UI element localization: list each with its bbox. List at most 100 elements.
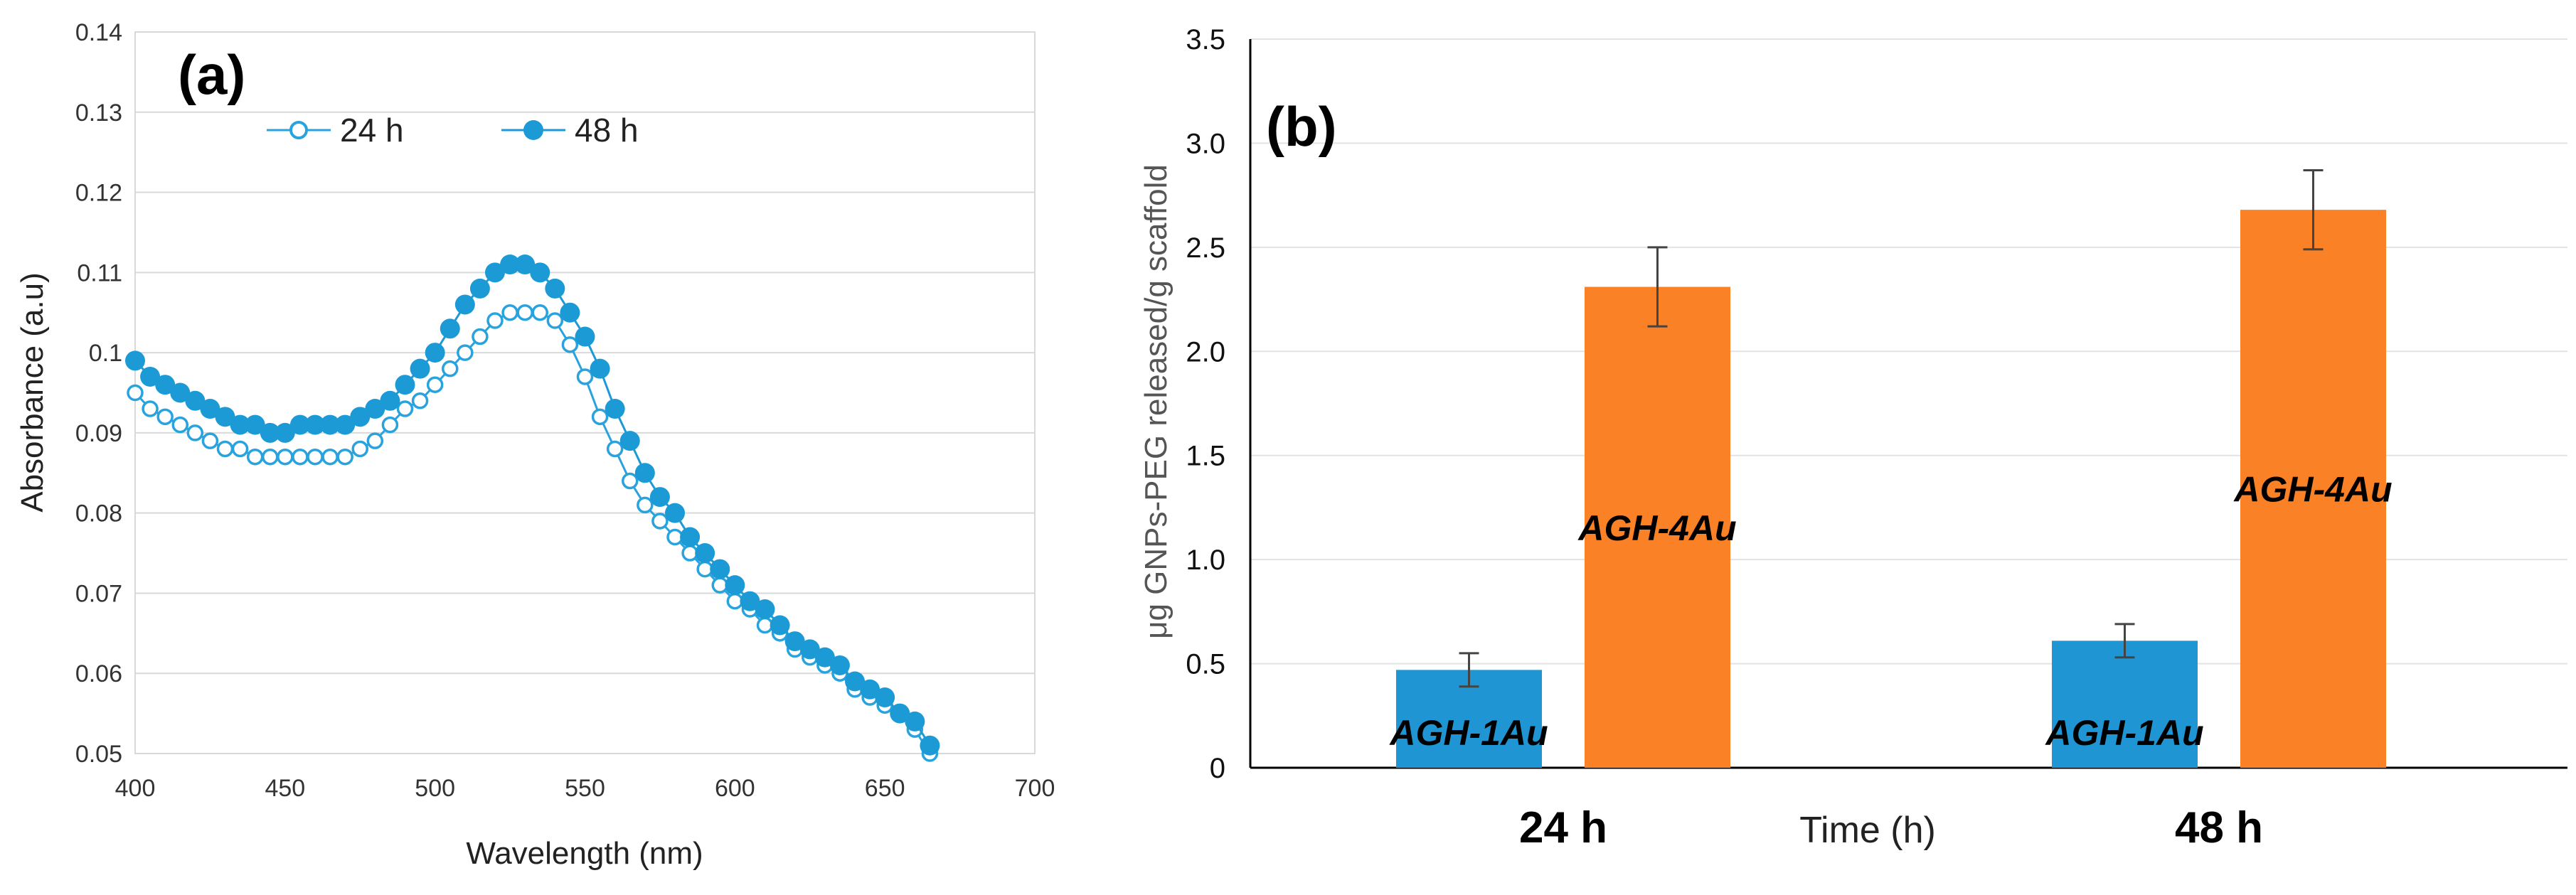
data-point <box>799 639 820 660</box>
bar-agh-1au <box>2052 641 2198 768</box>
data-point <box>275 422 295 443</box>
data-point <box>320 414 341 435</box>
data-point <box>425 343 445 363</box>
data-point <box>307 448 324 466</box>
bar-agh-4au <box>1585 286 1730 768</box>
data-point <box>262 448 279 466</box>
data-point <box>170 382 191 403</box>
b-y-tick-label: 0.5 <box>1186 649 1225 680</box>
data-point <box>649 487 670 508</box>
bar-agh-4au <box>2240 210 2386 768</box>
bar-label-agh-1au: AGH-1Au <box>2044 713 2203 753</box>
data-point <box>216 440 234 458</box>
data-point <box>186 424 204 441</box>
data-point <box>561 336 579 353</box>
b-panel-label: (b) <box>1266 95 1337 158</box>
a-x-tick-label: 450 <box>265 775 305 802</box>
data-point <box>710 559 730 579</box>
data-point <box>485 262 505 283</box>
data-point <box>591 408 609 426</box>
category-label-24-h: 24 h <box>1519 803 1607 852</box>
b-y-tick-label: 3.0 <box>1186 128 1225 159</box>
data-point <box>245 414 265 435</box>
data-point <box>546 312 564 329</box>
data-point <box>155 375 176 395</box>
bar-label-agh-4au: AGH-4Au <box>1577 508 1736 548</box>
bar-label-agh-1au: AGH-1Au <box>1388 713 1548 753</box>
data-point <box>440 318 460 339</box>
b-category-labels: 24 h 48 h <box>1519 803 2263 852</box>
a-y-tick-label: 0.09 <box>75 420 122 447</box>
data-point <box>350 407 371 427</box>
data-point <box>711 577 728 594</box>
data-point <box>486 312 504 329</box>
a-y-tick-labels: 0.05 0.06 0.07 0.08 0.09 0.1 0.11 0.12 0.13 0.14 <box>75 19 122 768</box>
data-point <box>365 399 385 419</box>
bar-group-agh-1au-48-h: AGH-1Au <box>2044 623 2204 768</box>
data-point <box>454 294 475 315</box>
data-point <box>845 671 865 692</box>
bar-label-agh-4au: AGH-4Au <box>2232 470 2392 510</box>
data-point <box>335 414 356 435</box>
data-point <box>500 254 521 275</box>
data-point <box>277 448 294 466</box>
data-point <box>292 448 309 466</box>
data-point <box>516 304 533 321</box>
a-y-tick-label: 0.13 <box>75 100 122 127</box>
data-point <box>230 414 250 435</box>
a-y-tick-label: 0.08 <box>75 500 122 527</box>
data-point <box>200 399 220 419</box>
b-y-tick-label: 3.5 <box>1186 24 1225 55</box>
data-point <box>201 432 219 449</box>
data-point <box>142 400 159 417</box>
legend-label-24h: 24 h <box>340 112 404 149</box>
data-point <box>531 304 548 321</box>
data-point <box>575 326 595 347</box>
data-point <box>784 631 805 652</box>
a-y-tick-label: 0.12 <box>75 180 122 207</box>
data-point <box>442 360 459 377</box>
b-y-tick-label: 0 <box>1210 753 1225 784</box>
data-point <box>457 344 474 361</box>
a-x-tick-labels: 400 450 500 550 600 650 700 <box>115 775 1055 802</box>
data-point <box>755 599 775 619</box>
bar-group-agh-4au-24-h: AGH-4Au <box>1577 246 1737 768</box>
data-point <box>156 408 174 426</box>
data-point <box>472 328 489 345</box>
data-point <box>725 575 745 596</box>
data-point <box>560 302 580 323</box>
data-point <box>890 703 910 724</box>
data-point <box>605 399 625 419</box>
b-y-tick-label: 2.0 <box>1186 336 1225 368</box>
data-point <box>590 358 610 379</box>
data-point <box>336 448 353 466</box>
data-point <box>651 513 669 530</box>
legend-label-48h: 48 h <box>575 112 639 149</box>
release-bar-chart: 00.51.01.52.02.53.03.5 AGH-1AuAGH-4AuAGH… <box>1139 24 2567 852</box>
data-point <box>501 304 518 321</box>
bar-group-agh-4au-48-h: AGH-4Au <box>2232 169 2393 768</box>
data-point <box>215 407 235 427</box>
a-y-tick-label: 0.06 <box>75 660 122 687</box>
data-point <box>171 416 188 434</box>
data-point <box>351 440 368 458</box>
data-point <box>756 616 774 634</box>
a-y-tick-label: 0.11 <box>77 259 122 286</box>
data-point <box>127 384 144 402</box>
data-point <box>576 368 594 385</box>
data-point <box>469 278 490 299</box>
data-point <box>411 392 429 409</box>
data-point <box>125 350 145 371</box>
a-y-tick-label: 0.1 <box>89 340 122 367</box>
data-point <box>681 545 698 562</box>
series-line-24-h <box>134 311 931 754</box>
b-y-tick-label: 2.5 <box>1186 232 1225 264</box>
b-bars-group: AGH-1Au AGH-4Au AGH-1Au AGH-4Au <box>1388 169 2393 768</box>
data-point <box>530 262 550 283</box>
data-point <box>875 687 895 708</box>
absorbance-line-chart: 0.050.060.070.080.090.10.110.120.130.14 … <box>15 19 1055 871</box>
a-x-tick-label: 600 <box>715 775 755 802</box>
data-point <box>515 254 536 275</box>
data-point <box>666 528 683 546</box>
